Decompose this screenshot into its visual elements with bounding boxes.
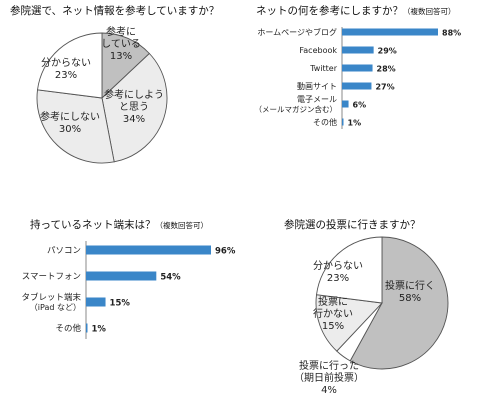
category-label-1: Facebook: [299, 46, 337, 55]
bar-3: [342, 82, 372, 90]
pie-slice-1: [101, 52, 168, 163]
bar-1: [86, 271, 157, 281]
pie-slice-0: [349, 236, 449, 370]
bar-0: [86, 245, 211, 255]
pie-slice-3: [37, 32, 103, 99]
category-label-3: 動画サイト: [297, 82, 337, 91]
pie-svg: 投票に行く 58% 投票に行った（期日前投票） 4% 投票に行かない 15% 分からない 23…: [294, 236, 449, 396]
pie-label-2: 参考にしない 30%: [40, 110, 100, 135]
pie-label-1: 投票に行った（期日前投票） 4%: [294, 359, 364, 396]
category-label-2: Twitter: [309, 64, 338, 73]
bar-1: [342, 46, 374, 54]
pie-slice-2: [315, 294, 383, 352]
bar-2: [86, 297, 106, 307]
pie-chart-voting: 参院選の投票に行きますか？ 投票に行く 58% 投票に行った（期日前投票） 4% 投票に…: [250, 205, 503, 400]
chart-title: 持っているネット端末は？（複数回答可）: [30, 217, 208, 232]
pie-label-0: 投票に行く 58%: [385, 279, 435, 304]
value-label-5: 1%: [348, 119, 362, 128]
value-label-4: 6%: [353, 101, 367, 110]
category-label-3: その他: [55, 323, 81, 334]
chart-title-note: （複数回答可）: [403, 7, 456, 16]
chart-title: 参院選の投票に行きますか？: [284, 219, 421, 231]
bar-2: [342, 64, 373, 72]
pie-label-3: 分からない 23%: [313, 260, 363, 284]
value-label-0: 96%: [215, 247, 236, 257]
pie-label-1: 参考にしようと思う 34%: [104, 88, 164, 125]
pie-slice-3: [316, 236, 383, 304]
value-label-1: 29%: [378, 47, 397, 56]
value-label-1: 54%: [160, 273, 181, 283]
chart-title: ネットの何を参考にしますか？（複数回答可）: [256, 3, 456, 18]
pie-svg: 参考にしている 13% 参考にしようと思う 34%参考にしない 30% 分からない 23%: [36, 25, 168, 164]
category-label-4: 電子メール（メールマガジン含む）: [255, 95, 338, 114]
pie-label-3: 分からない 23%: [41, 57, 91, 81]
pie-label-2: 投票に行かない 15%: [313, 295, 353, 332]
value-label-3: 1%: [92, 325, 107, 335]
pie-slice-2: [36, 89, 115, 164]
value-label-2: 15%: [110, 299, 131, 309]
category-label-1: スマートフォン: [22, 272, 81, 282]
bar-chart-devices: 持っているネット端末は？（複数回答可） パソコン 96% スマートフォン 54% タブレ…: [0, 205, 250, 400]
category-label-0: パソコン: [47, 246, 81, 256]
pie-label-0: 参考にしている 13%: [101, 25, 141, 62]
chart-title-note: （複数回答可）: [155, 221, 208, 230]
chart-title-text: 持っているネット端末は？: [30, 219, 156, 231]
bar-svg: パソコン 96% スマートフォン 54% タブレット端末（iPad など） 15% その他 1…: [21, 241, 236, 339]
bar-5: [342, 118, 344, 126]
pie-chart-reference: 参院選で、ネット情報を参考していますか？ 参考にしている 13% 参考にしようと思う…: [0, 0, 250, 190]
chart-title-text: ネットの何を参考にしますか？: [256, 5, 403, 17]
chart-title: 参院選で、ネット情報を参考していますか？: [10, 5, 220, 17]
bar-svg: ホームページやブログ 88% Facebook 29% Twitter 28% 動画サイト 2…: [255, 27, 461, 129]
value-label-0: 88%: [442, 29, 461, 38]
category-label-5: その他: [313, 117, 337, 127]
category-label-0: ホームページやブログ: [257, 27, 337, 37]
bar-0: [342, 28, 438, 36]
value-label-3: 27%: [375, 83, 394, 92]
bar-4: [342, 100, 349, 108]
category-label-2: タブレット端末（iPad など）: [21, 292, 81, 312]
bar-chart-sources: ネットの何を参考にしますか？（複数回答可） ホームページやブログ 88% Faceb…: [250, 0, 503, 190]
value-label-2: 28%: [377, 65, 396, 74]
bar-3: [86, 323, 88, 333]
